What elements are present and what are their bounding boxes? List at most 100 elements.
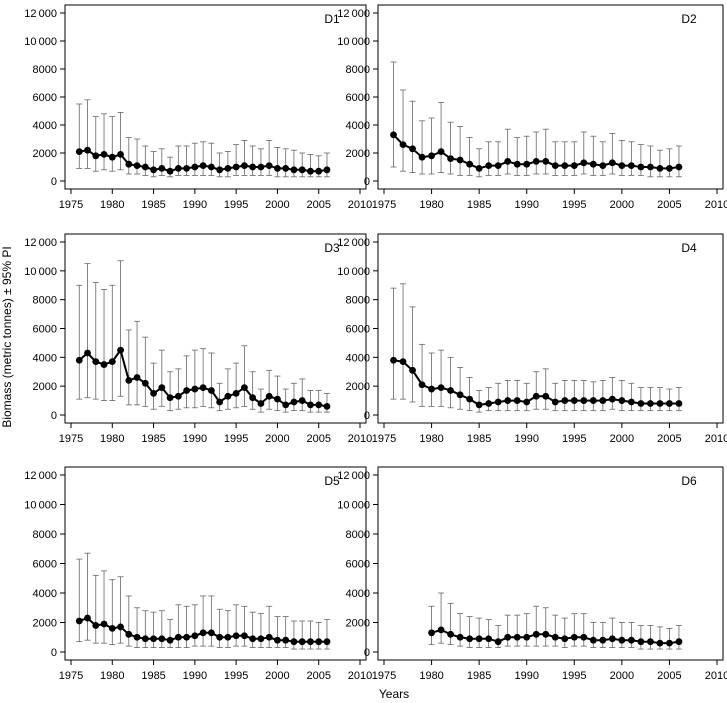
data-point	[224, 165, 232, 172]
data-point	[183, 387, 191, 394]
data-point	[513, 160, 521, 168]
data-point	[675, 400, 683, 407]
data-point	[224, 392, 232, 400]
data-point	[666, 400, 673, 407]
data-point	[216, 166, 224, 174]
x-tick-label: 2000	[610, 199, 634, 211]
data-point	[504, 158, 512, 165]
data-point	[532, 630, 540, 638]
data-point	[570, 397, 578, 404]
y-tick-label: 12 000	[24, 470, 57, 482]
data-point	[466, 160, 474, 168]
data-point	[174, 392, 182, 400]
data-point	[249, 163, 257, 171]
y-tick-label: 10 000	[24, 36, 57, 48]
data-point	[84, 614, 91, 622]
plot-frame	[64, 466, 367, 661]
data-point	[290, 166, 298, 174]
data-point	[627, 162, 635, 170]
y-tick-label: 0	[51, 176, 57, 188]
data-point	[298, 638, 306, 646]
x-tick-label: 1985	[141, 433, 165, 445]
data-point	[666, 639, 673, 647]
data-point	[580, 159, 588, 167]
data-point	[647, 163, 654, 171]
data-point	[141, 163, 149, 171]
data-point	[158, 635, 166, 643]
y-tick-label: 10 000	[24, 266, 57, 278]
data-point	[551, 398, 559, 406]
data-point	[307, 638, 314, 646]
data-point	[561, 162, 569, 170]
y-tick-label: 8000	[346, 529, 370, 541]
x-tick-label: 2000	[265, 199, 289, 211]
x-tick-label: 1980	[419, 670, 443, 682]
data-point	[75, 617, 83, 625]
data-point	[100, 620, 108, 628]
data-point	[523, 160, 531, 168]
x-tick-label: 1995	[224, 670, 248, 682]
data-point	[447, 387, 454, 394]
data-point	[298, 166, 306, 174]
data-point	[456, 633, 464, 641]
data-point	[666, 165, 673, 172]
y-tick-label: 8000	[33, 529, 57, 541]
data-point	[158, 384, 166, 392]
y-tick-label: 2000	[346, 381, 370, 393]
data-point	[92, 358, 100, 366]
panel-grid: 0 2000 4000 6000 8000 10 000 12 000 1975 1980 198…	[24, 4, 727, 682]
data-point	[265, 162, 273, 170]
data-point	[570, 633, 578, 641]
data-point	[608, 159, 616, 167]
panel-label: D6	[681, 474, 697, 488]
data-point	[199, 162, 207, 170]
data-point	[183, 165, 191, 172]
data-point	[257, 635, 265, 643]
x-tick-label: 1980	[100, 199, 124, 211]
data-point	[589, 160, 597, 168]
data-point	[551, 162, 559, 170]
y-tick-label: 12 000	[337, 8, 370, 20]
data-point	[475, 635, 483, 643]
data-point	[599, 162, 607, 170]
data-point	[647, 638, 654, 646]
data-point	[437, 148, 445, 156]
data-point	[224, 633, 232, 641]
x-tick-label: 1990	[514, 433, 538, 445]
data-point	[249, 635, 257, 643]
data-point	[191, 385, 199, 393]
data-point	[315, 167, 323, 175]
data-point	[100, 361, 108, 368]
data-point	[561, 635, 569, 643]
data-point	[409, 366, 416, 374]
data-point	[656, 165, 664, 172]
data-point	[323, 638, 331, 646]
panel-label: D4	[681, 241, 697, 255]
data-point	[399, 358, 407, 366]
data-point	[290, 638, 298, 646]
data-point	[428, 152, 435, 160]
x-tick-label: 2010	[705, 199, 727, 211]
data-point	[437, 626, 445, 634]
data-point	[249, 394, 257, 402]
data-point	[523, 398, 531, 406]
data-point	[125, 160, 133, 168]
data-point	[637, 163, 645, 171]
data-point	[84, 146, 91, 154]
x-tick-label: 1990	[183, 433, 207, 445]
data-point	[532, 392, 540, 400]
x-tick-label: 2000	[610, 433, 634, 445]
x-tick-label: 1985	[467, 670, 491, 682]
x-tick-label: 1975	[59, 670, 83, 682]
y-tick-label: 10 000	[337, 266, 370, 278]
panel-d5: 0 2000 4000 6000 8000 10 000 12 000 1975 1980 198…	[24, 466, 372, 682]
y-tick-label: 6000	[33, 92, 57, 104]
y-tick-label: 10 000	[337, 36, 370, 48]
data-point	[141, 379, 149, 387]
data-point	[627, 398, 635, 406]
panel-d1: 0 2000 4000 6000 8000 10 000 12 000 1975 1980 198…	[24, 4, 372, 211]
x-tick-label: 2000	[265, 433, 289, 445]
data-point	[191, 632, 199, 640]
y-tick-label: 2000	[346, 148, 370, 160]
